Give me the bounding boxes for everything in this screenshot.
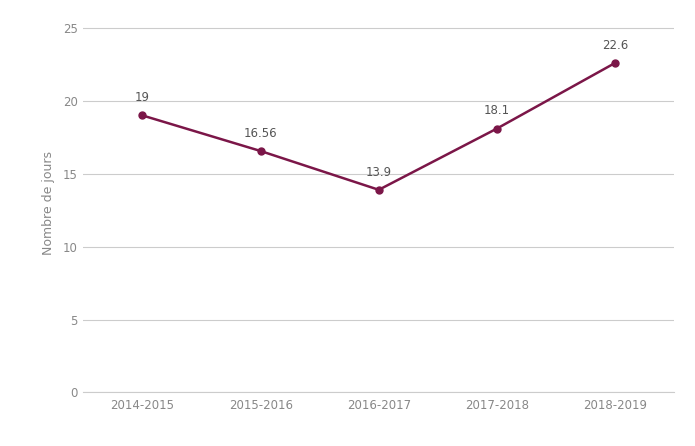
Y-axis label: Nombre de jours: Nombre de jours bbox=[42, 151, 55, 255]
Text: 18.1: 18.1 bbox=[484, 104, 510, 117]
Text: 19: 19 bbox=[135, 91, 150, 104]
Text: 13.9: 13.9 bbox=[366, 166, 392, 179]
Text: 22.6: 22.6 bbox=[602, 39, 628, 52]
Text: 16.56: 16.56 bbox=[244, 127, 277, 140]
